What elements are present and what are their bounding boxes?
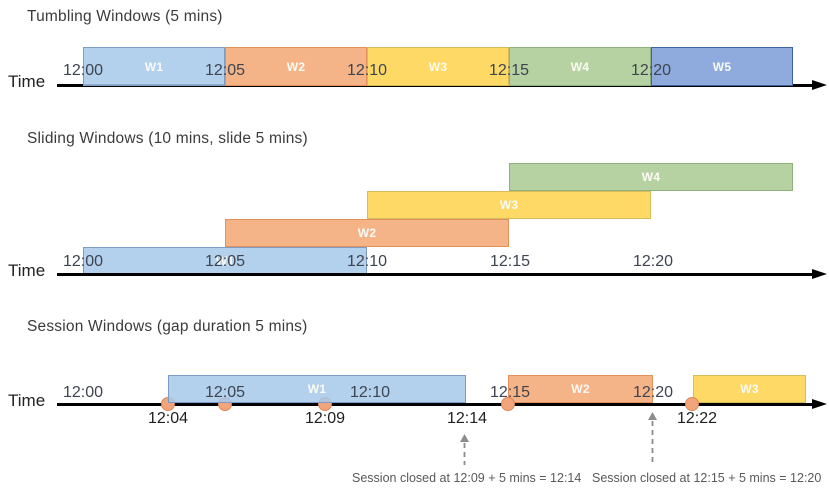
- window-label: W2: [571, 382, 590, 396]
- window-label: W4: [641, 170, 661, 184]
- sliding-axis-arrow-icon: [812, 269, 827, 279]
- sliding-tick-1220: 12:20: [632, 253, 674, 270]
- session-tick-1200: 12:00: [62, 384, 104, 401]
- tumbling-tick-1205: 12:05: [204, 62, 246, 79]
- tumbling-window-w3: W3: [367, 47, 509, 86]
- session-close-annotation-1220: Session closed at 12:15 + 5 mins = 12:20: [592, 471, 822, 485]
- window-label: W2: [357, 226, 377, 240]
- sliding-tick-1200: 12:00: [62, 253, 104, 270]
- session-tick-1220: 12:20: [632, 384, 674, 401]
- session-window-w1: W1: [168, 375, 466, 403]
- sliding-window-w2: W2: [225, 219, 509, 247]
- event-label-1222: 12:22: [676, 410, 718, 427]
- window-label: W3: [428, 59, 448, 74]
- tumbling-window-w2: W2: [225, 47, 367, 86]
- tumbling-window-w4: W4: [509, 47, 651, 86]
- tumbling-axis-arrow-icon: [812, 80, 827, 90]
- tumbling-tick-1210: 12:10: [346, 62, 388, 79]
- tumbling-tick-1200: 12:00: [62, 62, 104, 79]
- event-label-1204: 12:04: [147, 410, 189, 427]
- sliding-window-w3: W3: [367, 191, 651, 219]
- session-tick-1215: 12:15: [489, 384, 531, 401]
- session-panel-title: Session Windows (gap duration 5 mins): [27, 318, 308, 335]
- window-label: W5: [712, 59, 732, 74]
- tumbling-tick-1220: 12:20: [630, 62, 672, 79]
- sliding-time-axis-label: Time: [8, 261, 46, 280]
- session-close-arrow-1220-icon: [648, 412, 657, 465]
- session-tick-1205: 12:05: [204, 384, 246, 401]
- session-window-w2: W2: [508, 375, 653, 403]
- tumbling-tick-1215: 12:15: [488, 62, 530, 79]
- tumbling-window-w1: W1: [83, 47, 225, 86]
- session-time-axis: [57, 403, 815, 406]
- sliding-tick-1210: 12:10: [346, 253, 388, 270]
- window-label: W1: [215, 253, 235, 268]
- session-axis-arrow-icon: [812, 399, 827, 409]
- sliding-window-w4: W4: [509, 163, 793, 191]
- session-close-arrow-1214-icon: [460, 434, 469, 465]
- tumbling-time-axis-label: Time: [8, 72, 46, 91]
- window-label: W3: [499, 198, 519, 212]
- event-dot-1215: [501, 397, 515, 411]
- sliding-tick-1215: 12:15: [489, 253, 531, 270]
- event-label-1209: 12:09: [304, 410, 346, 427]
- sliding-time-axis: [57, 273, 815, 276]
- sliding-panel-title: Sliding Windows (10 mins, slide 5 mins): [27, 130, 308, 147]
- window-label: W2: [286, 59, 306, 74]
- tumbling-panel-title: Tumbling Windows (5 mins): [27, 8, 223, 25]
- sliding-tick-1205: 12:05: [204, 253, 246, 270]
- session-time-axis-label: Time: [8, 391, 46, 410]
- window-label: W1: [307, 382, 327, 396]
- window-label: W3: [740, 382, 759, 396]
- session-tick-1210: 12:10: [349, 384, 391, 401]
- event-label-1214: 12:14: [446, 410, 488, 427]
- window-label: W4: [570, 59, 590, 74]
- window-label: W1: [144, 59, 164, 74]
- event-dot-1222: [685, 397, 699, 411]
- session-window-w3: W3: [693, 375, 806, 403]
- session-close-annotation-1214: Session closed at 12:09 + 5 mins = 12:14: [352, 471, 582, 485]
- tumbling-window-w5: W5: [651, 47, 793, 86]
